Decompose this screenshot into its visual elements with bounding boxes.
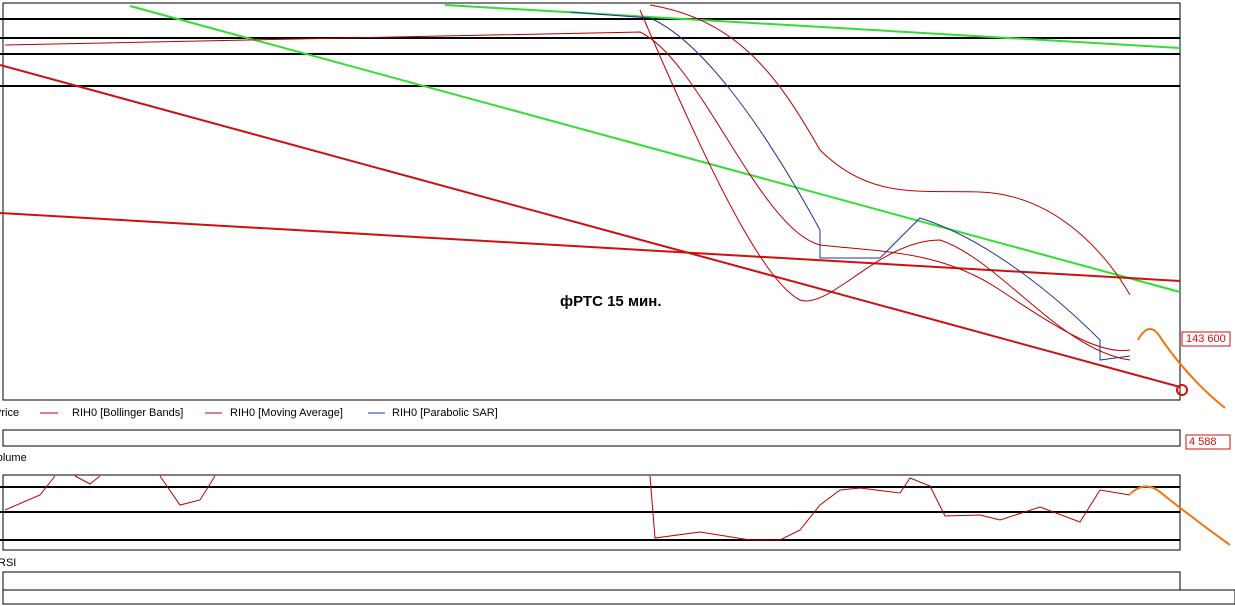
legend-item: Price xyxy=(0,407,19,419)
bollinger-band xyxy=(649,4,1131,296)
annotation: фРТС 15 мин. xyxy=(560,293,662,310)
forecast-curve xyxy=(1129,485,1231,546)
volume-value: 4 588 xyxy=(1189,436,1217,448)
parabolic-sar xyxy=(569,11,1131,361)
panel-label: RSI xyxy=(0,557,16,569)
price-panel xyxy=(2,2,1181,401)
trend-line xyxy=(444,4,1181,49)
panel-label: Volume xyxy=(0,452,27,464)
legend-item: RIH0 [Bollinger Bands] xyxy=(72,407,183,419)
price-box xyxy=(1181,331,1231,347)
trend-line xyxy=(129,5,1181,293)
volume-panel xyxy=(2,429,1181,447)
current-price: 143 600 xyxy=(1186,333,1226,345)
forecast-curve xyxy=(1137,328,1226,409)
trend-line xyxy=(0,212,1181,282)
volume-box xyxy=(1185,434,1231,450)
legend-item: RIH0 [Moving Average] xyxy=(230,407,343,419)
bollinger-band xyxy=(639,9,1131,361)
date-axis xyxy=(2,589,1235,605)
target-marker xyxy=(1176,384,1188,396)
rsi-line xyxy=(4,475,1131,541)
trend-line xyxy=(0,64,1181,388)
time-axis xyxy=(2,571,1181,591)
legend-item: RIH0 [Parabolic SAR] xyxy=(392,407,498,419)
